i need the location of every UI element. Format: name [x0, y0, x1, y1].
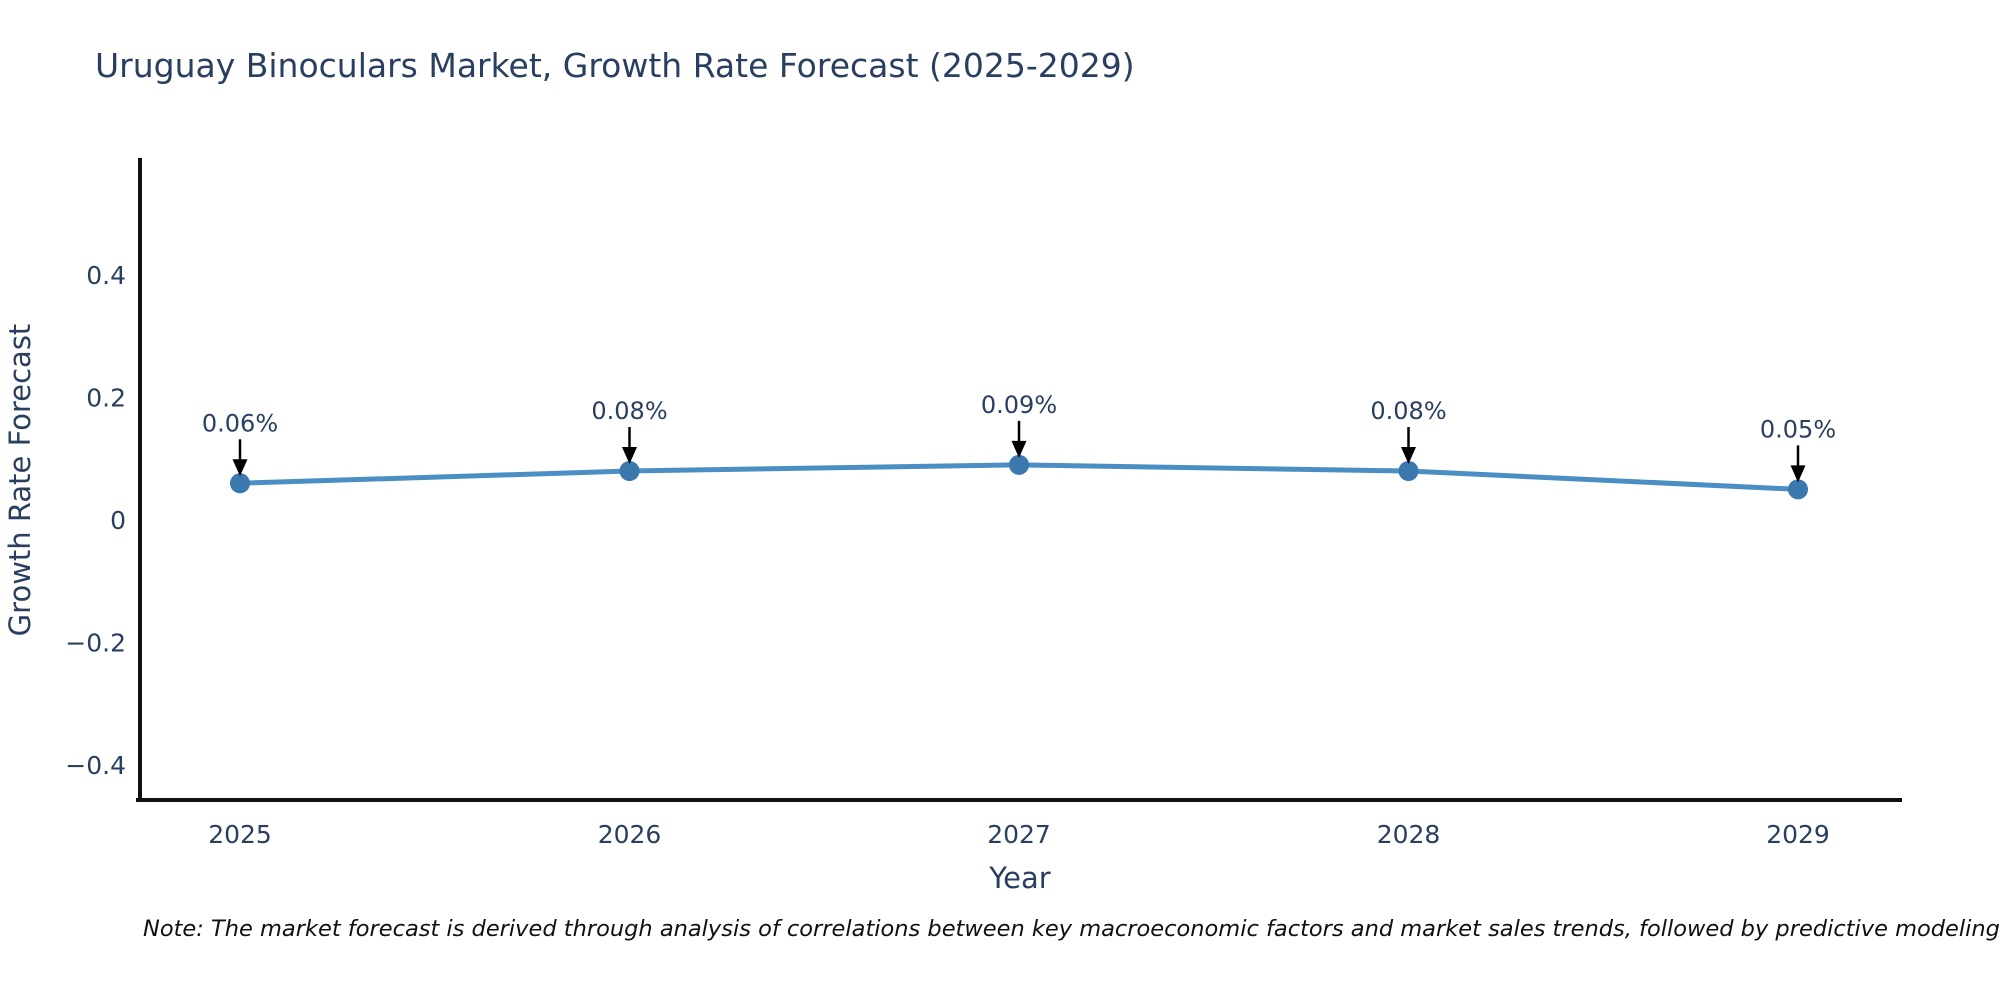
annotation-arrowhead-icon: [1401, 447, 1416, 464]
point-value-label: 0.09%: [981, 391, 1057, 419]
line-series: [230, 454, 1808, 500]
x-tick-label: 2027: [987, 820, 1051, 849]
x-tick-labels: 2025 2026 2027 2028 2029: [208, 820, 1830, 849]
y-tick-label: 0.2: [86, 384, 126, 413]
point-value-label: 0.08%: [1370, 397, 1446, 425]
x-tick-label: 2025: [208, 820, 272, 849]
annotation-arrowhead-icon: [1790, 465, 1806, 483]
y-tick-labels: 0.4 0.2 0 −0.2 −0.4: [65, 261, 126, 780]
annotation-arrowhead-icon: [1011, 440, 1027, 458]
data-point-marker: [619, 461, 640, 481]
y-axis-title: Growth Rate Forecast: [3, 324, 37, 637]
y-tick-label: 0: [110, 506, 126, 535]
point-annotations: 0.06% 0.08% 0.09% 0.08% 0.05%: [202, 391, 1836, 483]
x-tick-label: 2028: [1377, 820, 1441, 849]
data-point-marker: [1788, 479, 1808, 500]
point-value-label: 0.05%: [1760, 415, 1836, 443]
y-tick-label: 0.4: [86, 261, 126, 290]
data-point-marker: [1009, 454, 1029, 475]
x-tick-label: 2029: [1766, 820, 1830, 849]
annotation-arrowhead-icon: [232, 459, 248, 477]
chart-title: Uruguay Binoculars Market, Growth Rate F…: [95, 46, 1135, 85]
x-axis-title: Year: [988, 861, 1050, 895]
point-value-label: 0.08%: [591, 397, 667, 425]
data-point-marker: [1398, 461, 1419, 481]
footnote: Note: The market forecast is derived thr…: [143, 916, 2000, 942]
x-tick-label: 2026: [598, 820, 662, 849]
point-value-label: 0.06%: [202, 409, 278, 437]
annotation-arrowhead-icon: [622, 447, 637, 464]
data-point-marker: [230, 473, 250, 494]
y-tick-label: −0.4: [65, 751, 126, 780]
y-tick-label: −0.2: [65, 629, 126, 658]
